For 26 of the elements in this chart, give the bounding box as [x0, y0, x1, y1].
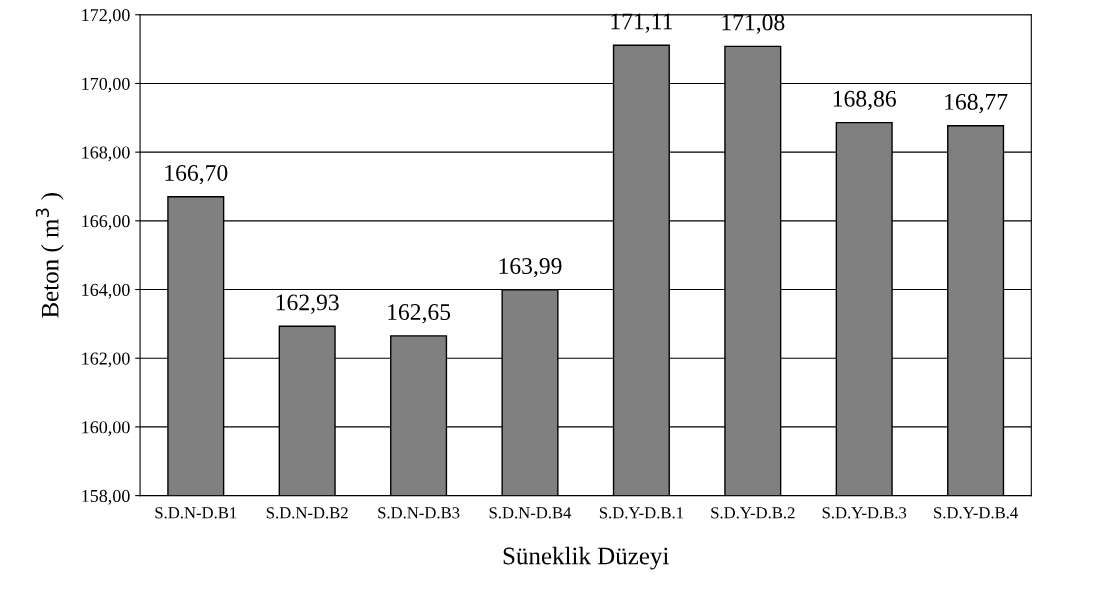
x-tick-label: S.D.N-D.B3: [378, 507, 460, 519]
data-label: 168,77: [945, 93, 1008, 114]
y-tick-label: 160,00: [82, 421, 130, 436]
y-tick-label: 172,00: [82, 9, 130, 24]
data-label: 168,86: [833, 90, 896, 111]
x-tick-label: S.D.N-D.B4: [489, 507, 572, 519]
y-tick-label: 164,00: [82, 283, 130, 299]
data-label: 162,65: [388, 304, 451, 324]
y-axis-title: Beton ( m$^{3}$ ): [35, 193, 64, 318]
y-tick-label: 162,00: [82, 352, 130, 368]
x-tick-label: S.D.Y-D.B.3: [822, 507, 907, 519]
x-tick-label: S.D.Y-D.B.4: [934, 507, 1018, 519]
x-tick-label: S.D.Y-D.B.1: [599, 507, 683, 519]
y-tick-label: 170,00: [82, 77, 130, 93]
data-label: 171,08: [722, 14, 785, 34]
data-label: 171,11: [611, 13, 672, 33]
y-tick-label: 158,00: [82, 489, 130, 505]
x-tick-label: S.D.N-D.B1: [155, 507, 237, 519]
x-tick-label: S.D.N-D.B2: [266, 507, 348, 519]
data-label: 163,99: [499, 258, 562, 278]
x-axis-title: Süneklik Düzeyi: [503, 546, 669, 570]
data-label: 166,70: [165, 164, 228, 185]
x-tick-label: S.D.Y-D.B.2: [711, 507, 795, 519]
data-label: 162,93: [276, 294, 339, 314]
y-tick-label: 168,00: [82, 146, 130, 162]
y-tick-label: 166,00: [82, 215, 130, 230]
